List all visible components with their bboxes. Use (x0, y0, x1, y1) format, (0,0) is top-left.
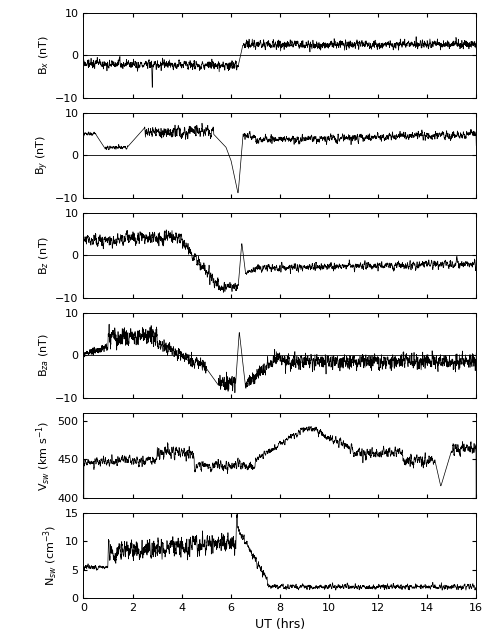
Y-axis label: V$_{sw}$ (km s$^{-1}$): V$_{sw}$ (km s$^{-1}$) (35, 421, 54, 491)
Y-axis label: B$_x$ (nT): B$_x$ (nT) (37, 35, 51, 75)
Y-axis label: B$_z$ (nT): B$_z$ (nT) (37, 236, 51, 275)
Y-axis label: N$_{sw}$ (cm$^{-3}$): N$_{sw}$ (cm$^{-3}$) (42, 525, 60, 586)
Y-axis label: B$_{za}$ (nT): B$_{za}$ (nT) (37, 334, 51, 377)
Y-axis label: B$_y$ (nT): B$_y$ (nT) (35, 136, 51, 176)
X-axis label: UT (hrs): UT (hrs) (255, 619, 305, 631)
